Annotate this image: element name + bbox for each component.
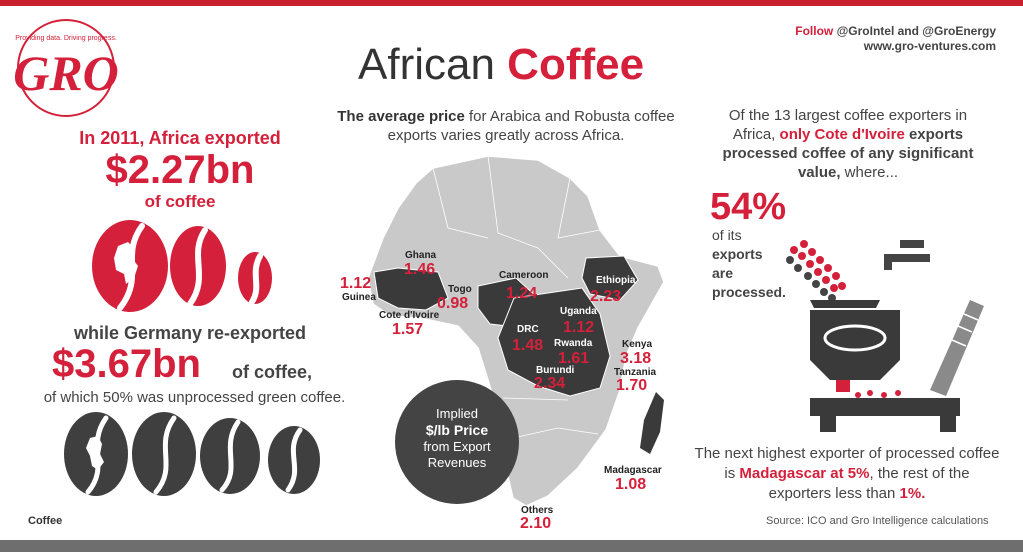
unprocessed-note: of which 50% was unprocessed green coffe… (43, 389, 346, 406)
processed-percent-caption: of its exports are processed. (712, 227, 786, 300)
svg-text:GRO: GRO (14, 45, 118, 101)
others-label: Others (521, 505, 554, 516)
germany-reexport-value: $3.67bn (52, 342, 201, 386)
ethiopia-value: 2.23 (590, 288, 622, 305)
grey-coffee-beans-icon (64, 412, 320, 496)
website-link[interactable]: www.gro-ventures.com (863, 39, 996, 53)
east-africa-highlight (497, 287, 611, 397)
source-note: Source: ICO and Gro Intelligence calcula… (766, 515, 989, 527)
uganda-label: Uganda (560, 306, 597, 317)
others-value: 2.10 (520, 515, 552, 532)
drc-label: DRC (517, 324, 539, 335)
tanzania-value: 1.70 (616, 377, 648, 394)
follow-label: Follow (795, 24, 834, 38)
ghana-label: Ghana (405, 250, 437, 261)
gro-logo: GRO Providing data. Driving progress. (14, 19, 118, 117)
uganda-value: 1.12 (563, 319, 595, 336)
burundi-value: 2.34 (534, 375, 566, 392)
svg-text:Providing data. Driving progre: Providing data. Driving progress. (15, 35, 117, 42)
rwanda-value: 1.61 (558, 350, 590, 367)
germany-reexport-label: while Germany re-exported (73, 323, 307, 343)
togo-value: 0.98 (437, 295, 469, 312)
madagascar-label: Madagascar (604, 465, 662, 476)
follow-info: Follow @GroIntel and @GroEnergy www.gro-… (760, 24, 996, 54)
madagascar-note: The next highest exporter of processed c… (694, 445, 1000, 502)
bottom-bar (0, 540, 1023, 552)
guinea-value: 1.12 (340, 275, 372, 292)
africa-export-label: In 2011, Africa exported (79, 128, 281, 148)
red-coffee-beans-icon (92, 220, 272, 312)
burundi-label: Burundi (536, 365, 575, 376)
drc-value: 1.48 (512, 337, 544, 354)
kenya-label: Kenya (622, 339, 653, 350)
cote-divoire-label: Cote d'Ivoire (379, 310, 440, 321)
togo-label: Togo (448, 284, 472, 295)
cameroon-value: 1.24 (506, 285, 538, 302)
kenya-value: 3.18 (620, 350, 652, 367)
coffee-roaster-icon (786, 240, 984, 432)
cote-divoire-value: 1.57 (392, 321, 424, 338)
madagascar-value: 1.08 (615, 476, 647, 493)
top-bar (0, 0, 1023, 6)
africa-export-value: $2.27bn (105, 148, 255, 192)
africa-export-suffix: of coffee (144, 192, 216, 211)
follow-handles: @GroIntel and @GroEnergy (836, 24, 996, 38)
page-title: African Coffee (358, 40, 645, 89)
processed-percent: 54% (710, 186, 787, 228)
processed-exports-intro: Of the 13 largest coffee exporters in Af… (722, 107, 974, 181)
africa-map (367, 155, 665, 507)
germany-reexport-suffix: of coffee, (232, 362, 313, 382)
implied-price-circle: Implied $/lb Price from Export Revenues (395, 380, 519, 504)
rwanda-label: Rwanda (554, 338, 593, 349)
guinea-label: Guinea (342, 292, 376, 303)
ghana-value: 1.46 (404, 261, 436, 278)
average-price-intro: The average price for Arabica and Robust… (337, 108, 675, 144)
madagascar-shape (640, 392, 664, 454)
cameroon-label: Cameroon (499, 270, 549, 281)
tanzania-label: Tanzania (614, 367, 657, 378)
footer-coffee-label: Coffee (28, 515, 63, 527)
ethiopia-highlight (581, 255, 639, 301)
ethiopia-label: Ethiopia (596, 275, 636, 286)
west-africa-highlight (373, 267, 449, 311)
